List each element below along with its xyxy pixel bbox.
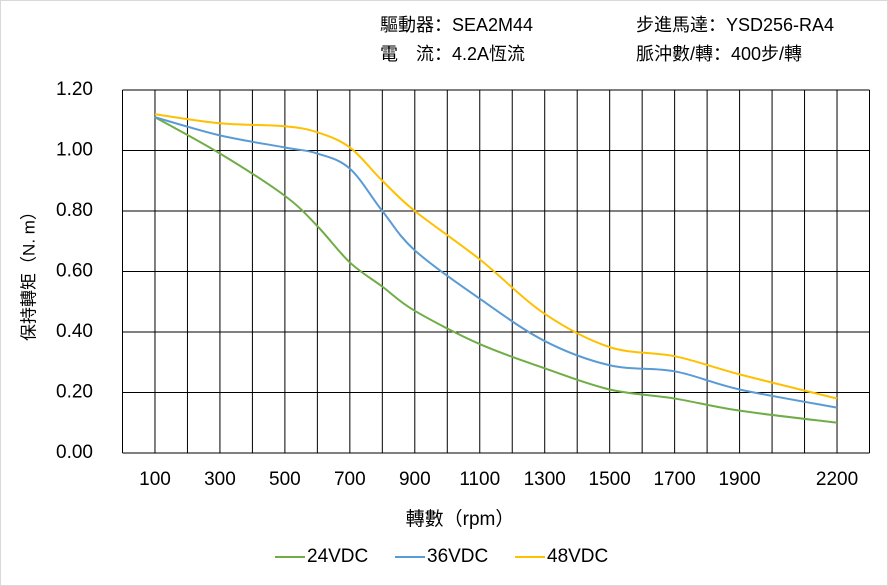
- y-tick-label: 0.00: [56, 442, 93, 463]
- info-text: 電 流：4.2A恆流: [380, 44, 525, 64]
- x-tick-label: 100: [139, 469, 171, 490]
- info-text: 步進馬達：YSD256-RA4: [636, 15, 834, 35]
- y-tick-label: 0.80: [56, 200, 93, 221]
- x-tick-label: 900: [399, 469, 431, 490]
- info-text: 脈沖數/轉：400步/轉: [636, 44, 802, 64]
- x-tick-label: 1300: [524, 469, 566, 490]
- x-tick-label: 2200: [816, 469, 858, 490]
- y-tick-label: 1.00: [56, 140, 93, 161]
- y-tick-label: 0.60: [56, 261, 93, 282]
- series-line: [154, 116, 838, 409]
- x-tick-label: 1700: [653, 469, 695, 490]
- x-tick-label: 700: [334, 469, 366, 490]
- x-tick-label: 1100: [459, 469, 500, 490]
- x-axis-label: 轉數（rpm）: [406, 508, 515, 530]
- legend-label: 48VDC: [547, 546, 608, 567]
- x-tick-label: 1500: [589, 469, 631, 490]
- y-tick-label: 0.20: [56, 382, 93, 403]
- series-line: [154, 113, 838, 400]
- x-tick-label: 300: [204, 469, 236, 490]
- series-line: [154, 116, 838, 424]
- x-tick-label: 500: [269, 469, 301, 490]
- x-tick-label: 1900: [718, 469, 760, 490]
- y-tick-label: 1.20: [56, 79, 93, 100]
- legend-label: 24VDC: [307, 546, 368, 567]
- legend-label: 36VDC: [427, 546, 488, 567]
- y-tick-label: 0.40: [56, 321, 93, 342]
- y-axis-label: 保持轉矩（N. m）: [19, 203, 38, 341]
- info-text: 驅動器：SEA2M44: [380, 15, 533, 35]
